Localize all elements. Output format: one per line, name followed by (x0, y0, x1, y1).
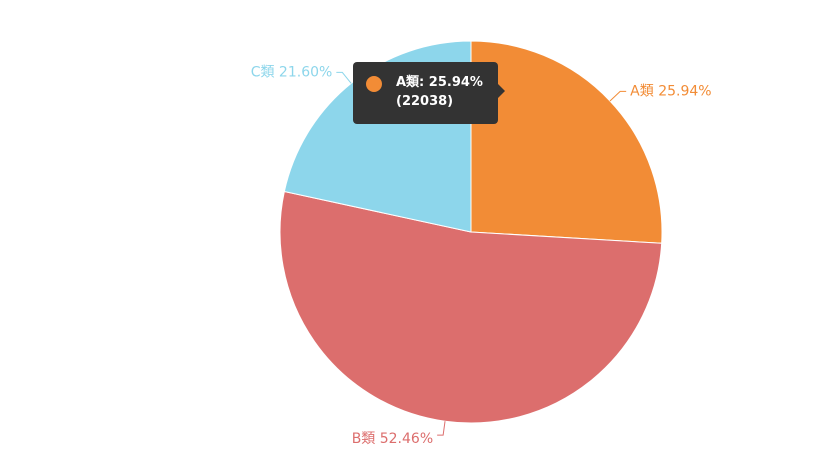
pie-label-C類: C類 21.60% (251, 64, 333, 80)
pie-slice-B類[interactable] (279, 190, 663, 424)
pie-label-line-C類 (336, 71, 352, 84)
tooltip-series-dot (366, 76, 382, 92)
pie-label-line-B類 (437, 421, 446, 436)
pie-label-line-A類 (609, 90, 627, 102)
chart-tooltip: A類: 25.94% (22038) (353, 62, 505, 124)
tooltip-count: (22038) (396, 94, 454, 109)
pie-label-A類: A類 25.94% (630, 83, 711, 99)
tooltip-value: A類: 25.94% (396, 75, 483, 90)
pie-label-B類: B類 52.46% (352, 431, 433, 447)
pie-labels: A類 25.94% B類 52.46% C類 21.60% (251, 64, 712, 447)
pie-slice-A類[interactable] (470, 40, 663, 244)
